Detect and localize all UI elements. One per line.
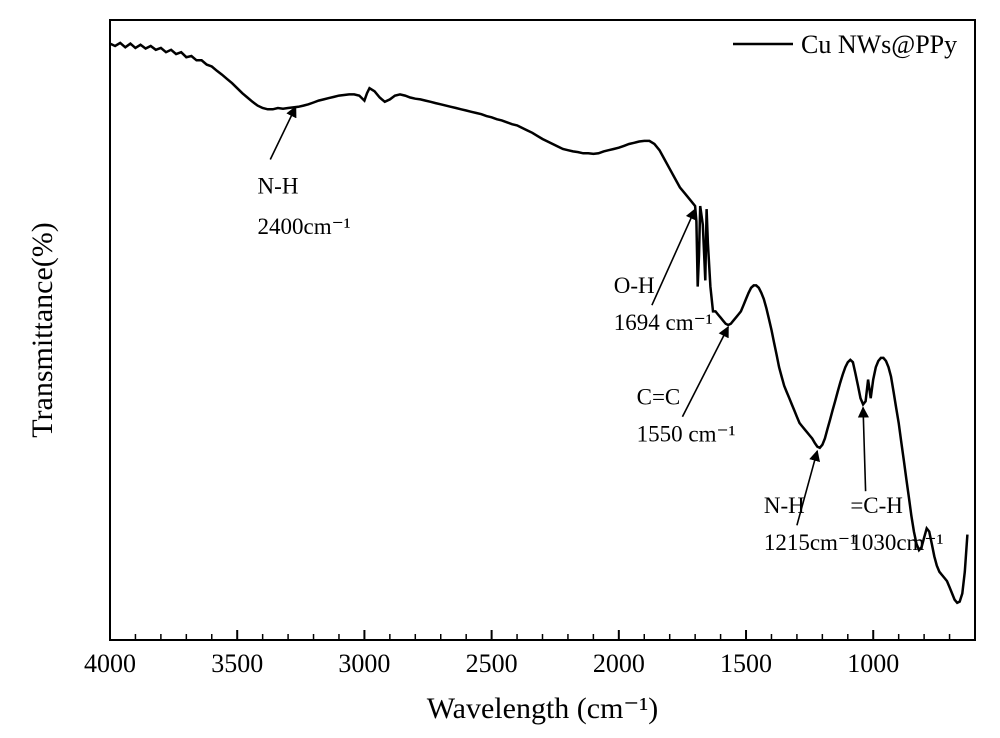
annotation-label: =C-H	[850, 493, 903, 518]
x-tick-label: 2000	[593, 649, 645, 678]
annotation-arrow	[682, 327, 728, 417]
x-tick-label: 4000	[84, 649, 136, 678]
annotation-value: 1694 cm⁻¹	[614, 310, 713, 335]
annotation-label: N-H	[258, 174, 299, 199]
x-tick-label: 1000	[847, 649, 899, 678]
annotation-value: 1030cm⁻¹	[850, 530, 943, 555]
x-tick-label: 3500	[211, 649, 263, 678]
annotation-arrow	[652, 209, 695, 305]
annotation-value: 2400cm⁻¹	[258, 214, 351, 239]
chart-svg: 4000 3500 3000 2500 2000 1500 1000 Wavelength (…	[0, 0, 1000, 738]
annotation-label: O-H	[614, 273, 655, 298]
x-tick-label: 3000	[338, 649, 390, 678]
annotation-arrow	[863, 408, 866, 492]
x-axis-label: Wavelength (cm⁻¹)	[427, 692, 659, 725]
annotation-arrow	[270, 107, 295, 160]
spectrum-line	[110, 43, 967, 603]
ftir-chart: 4000 3500 3000 2500 2000 1500 1000 Wavelength (…	[0, 0, 1000, 738]
annotation-label: C=C	[637, 384, 681, 409]
x-tick-label: 1500	[720, 649, 772, 678]
y-axis-label: Transmittance(%)	[26, 222, 59, 438]
annotation-value: 1215cm⁻¹	[764, 530, 857, 555]
annotation-label: N-H	[764, 493, 805, 518]
annotation-value: 1550 cm⁻¹	[637, 422, 736, 447]
x-tick-label: 2500	[466, 649, 518, 678]
legend-label: Cu NWs@PPy	[801, 30, 957, 59]
